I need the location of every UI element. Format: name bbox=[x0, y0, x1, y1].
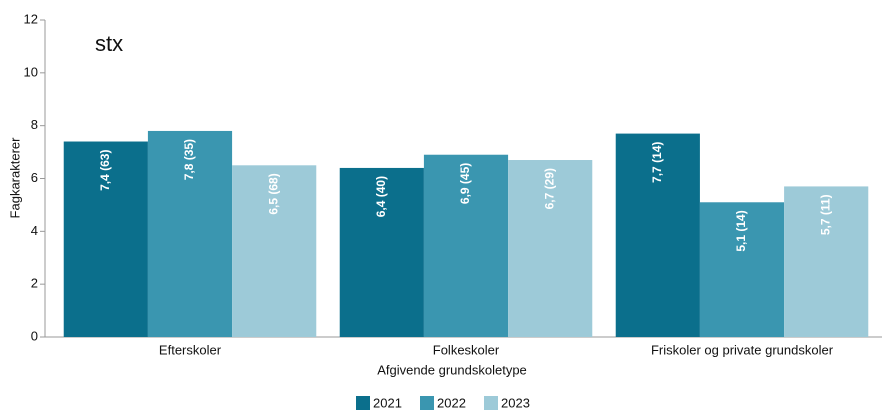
legend-label: 2022 bbox=[437, 395, 466, 410]
value-label: 6,4 (40) bbox=[374, 176, 388, 217]
y-tick-label: 12 bbox=[24, 11, 38, 26]
value-label: 5,7 (11) bbox=[818, 194, 832, 235]
x-axis-title: Afgivende grundskoletype bbox=[377, 362, 527, 377]
x-tick-label: Folkeskoler bbox=[433, 342, 500, 357]
bar bbox=[615, 133, 700, 337]
value-label: 6,5 (68) bbox=[266, 173, 280, 214]
y-tick-label: 2 bbox=[31, 276, 38, 291]
bar bbox=[508, 160, 593, 337]
legend-label: 2021 bbox=[373, 395, 402, 410]
legend-swatch bbox=[484, 396, 498, 410]
y-tick-label: 10 bbox=[24, 64, 38, 79]
bar bbox=[784, 186, 869, 337]
bar bbox=[423, 154, 509, 337]
legend-swatch bbox=[420, 396, 434, 410]
y-tick-label: 6 bbox=[31, 170, 38, 185]
bar bbox=[147, 130, 233, 337]
bar bbox=[339, 167, 424, 337]
value-label: 7,4 (63) bbox=[98, 150, 112, 191]
x-tick-label: Friskoler og private grundskoler bbox=[651, 342, 834, 357]
chart-subtitle: stx bbox=[95, 31, 123, 56]
value-label: 7,8 (35) bbox=[182, 139, 196, 180]
bar bbox=[232, 165, 317, 337]
x-tick-label: Efterskoler bbox=[159, 342, 222, 357]
value-label: 6,7 (29) bbox=[542, 168, 556, 209]
value-label: 5,1 (14) bbox=[734, 210, 748, 251]
bar bbox=[63, 141, 148, 337]
value-label: 6,9 (45) bbox=[458, 163, 472, 204]
y-tick-label: 8 bbox=[31, 117, 38, 132]
y-tick-label: 0 bbox=[31, 328, 38, 343]
legend-label: 2023 bbox=[501, 395, 530, 410]
y-tick-label: 4 bbox=[31, 223, 38, 238]
legend-swatch bbox=[356, 396, 370, 410]
y-axis-title: Fagkarakterer bbox=[7, 137, 22, 219]
value-label: 7,7 (14) bbox=[650, 142, 664, 183]
bar bbox=[699, 202, 785, 337]
